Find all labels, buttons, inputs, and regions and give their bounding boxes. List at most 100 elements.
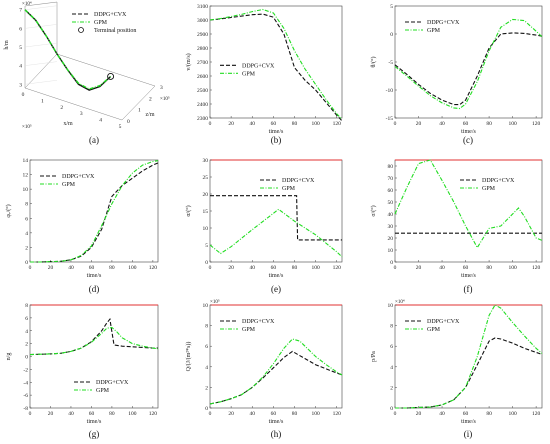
legend-label-gpm: GPM	[482, 186, 496, 192]
y-tick-label: 7	[19, 8, 22, 14]
legend-label-ddpg-cvx: DDPG+CVX	[242, 319, 275, 325]
x-tick-label: 120	[149, 265, 158, 271]
legend-label-ddpg-cvx: DDPG+CVX	[427, 20, 460, 26]
y-axis-label: σ/(°)	[370, 205, 377, 216]
x-tick-label: 60	[463, 411, 469, 417]
x-tick-label: 80	[292, 265, 298, 271]
y-tick-label: 12	[23, 173, 29, 179]
y-scale-label: ×10⁴	[395, 299, 405, 305]
x-tick-label: 120	[532, 411, 541, 417]
x-tick-label: 60	[271, 411, 277, 417]
x-tick-label: 20	[48, 265, 54, 271]
grid-line	[24, 61, 58, 66]
x-tick-label: 40	[439, 265, 445, 271]
panel-label: (f)	[464, 284, 473, 294]
y-tick-label: 15	[203, 209, 209, 215]
y-tick-label: 2900	[197, 32, 208, 38]
y-tick-label: 40	[388, 212, 394, 218]
x-tick-label: 20	[416, 411, 422, 417]
y-tick-label: 2400	[197, 102, 208, 108]
legend-label-gpm: GPM	[62, 182, 76, 188]
x-tick-label: 100	[508, 411, 517, 417]
y-axis-label: α/(°)	[185, 205, 192, 216]
panel-e: 0 20 40 60 80 100 120 0 5 10 15 20 25 30 time/s α/(°) DD…	[185, 158, 343, 294]
y-tick-label: 4	[205, 365, 208, 371]
y-tick-label: 4	[25, 329, 28, 335]
y-tick-label: 2	[390, 385, 393, 391]
y-tick-label: -2	[23, 367, 28, 373]
y-axis-label: h/m	[4, 40, 10, 50]
y-tick-label: -5	[388, 60, 393, 66]
plot-frame	[394, 5, 543, 119]
y-tick-label: 6	[390, 344, 393, 350]
y-tick-label: 0	[205, 260, 208, 266]
y-tick-label: 6	[205, 344, 208, 350]
axis-edge	[24, 53, 58, 89]
y-tick-label: -15	[386, 116, 394, 122]
y-tick-label: 20	[203, 192, 209, 198]
y-tick-label: -10	[386, 88, 394, 94]
x-tick-label: 80	[486, 121, 492, 127]
x-tick-label: 40	[249, 265, 255, 271]
plot-frame	[29, 159, 159, 263]
panel-a: 3 4 5 6 7×10⁴ h/m 0 1 2 3 4 5 ×10⁵ x/m 0 1 2 3 ×10⁵ z/m DDPG…	[4, 1, 170, 145]
x-tick-label: 5	[119, 124, 122, 130]
x-axis-label: time/s	[461, 129, 476, 135]
y-tick-label: 50	[388, 200, 394, 206]
series-line-gpm	[394, 18, 543, 110]
panel-i: 0 20 40 60 80 100 120 0 2 4 6 8 10×10⁴ time/s p/Pa DDPG…	[371, 299, 543, 439]
series-line-ddpg-cvx	[394, 32, 543, 106]
series-line-gpm	[29, 326, 159, 356]
z-axis-label: z/m	[146, 112, 155, 118]
legend-label-gpm: GPM	[96, 388, 110, 394]
x-tick-label: 60	[463, 121, 469, 127]
x-tick-label: 0	[394, 121, 397, 127]
z-tick-label: 1	[138, 108, 141, 114]
z-tick-label: 2	[149, 96, 152, 102]
y-tick-label: 8	[205, 324, 208, 330]
y-tick-label: 0	[205, 406, 208, 412]
y-tick-label: 10	[23, 187, 29, 193]
y-tick-label: 5	[390, 4, 393, 10]
panel-f: 0 20 40 60 80 100 120 0 10 20 30 40 50 60 70 80 time/s σ/…	[370, 159, 543, 294]
legend-label-gpm: GPM	[282, 186, 296, 192]
y-axis-label: φᵥ/(°)	[5, 204, 12, 217]
x-tick-label: 40	[249, 121, 255, 127]
x-tick-label: 60	[89, 411, 95, 417]
panel-label: (d)	[89, 284, 100, 294]
x-tick-label: 80	[486, 265, 492, 271]
x-tick-label: 40	[68, 265, 74, 271]
x-tick-label: 100	[508, 265, 517, 271]
x-tick-label: 20	[228, 121, 234, 127]
legend-label-ddpg-cvx: DDPG+CVX	[96, 380, 129, 386]
x-tick-label: 20	[228, 265, 234, 271]
grid-line	[24, 80, 58, 85]
x-tick-label: 40	[249, 411, 255, 417]
x-tick-label: 60	[463, 265, 469, 271]
panel-h: 0 20 40 60 80 100 120 0 2 4 6 8 10×10⁵ time/s Q/(J/(m²…	[185, 299, 343, 439]
trajectory-gpm	[24, 9, 112, 90]
axis-edge	[121, 85, 156, 121]
x-tick-label: 40	[439, 121, 445, 127]
legend-label-ddpg-cvx: DDPG+CVX	[94, 12, 127, 18]
x-axis-label: time/s	[87, 273, 102, 279]
y-axis-label: n/g	[6, 353, 12, 361]
legend-label-gpm: GPM	[242, 327, 256, 333]
panel-label: (i)	[464, 429, 473, 439]
plot-frame	[209, 5, 343, 119]
x-tick-label: 120	[333, 411, 342, 417]
x-axis-label: x/m	[63, 121, 73, 127]
y-tick-label: 8	[25, 303, 28, 309]
terminal-position-marker	[107, 73, 115, 80]
axis-edge	[24, 1, 58, 7]
y-tick-label: 0	[390, 32, 393, 38]
y-scale-label: ×10⁴	[22, 1, 32, 7]
x-tick-label: 60	[271, 265, 277, 271]
legend-label-terminal: Terminal position	[94, 28, 136, 34]
y-tick-label: 80	[388, 164, 394, 170]
x-tick-label: 80	[292, 411, 298, 417]
x-tick-label: 120	[149, 411, 158, 417]
x-tick-label: 80	[109, 411, 115, 417]
x-tick-label: 2	[60, 105, 63, 111]
